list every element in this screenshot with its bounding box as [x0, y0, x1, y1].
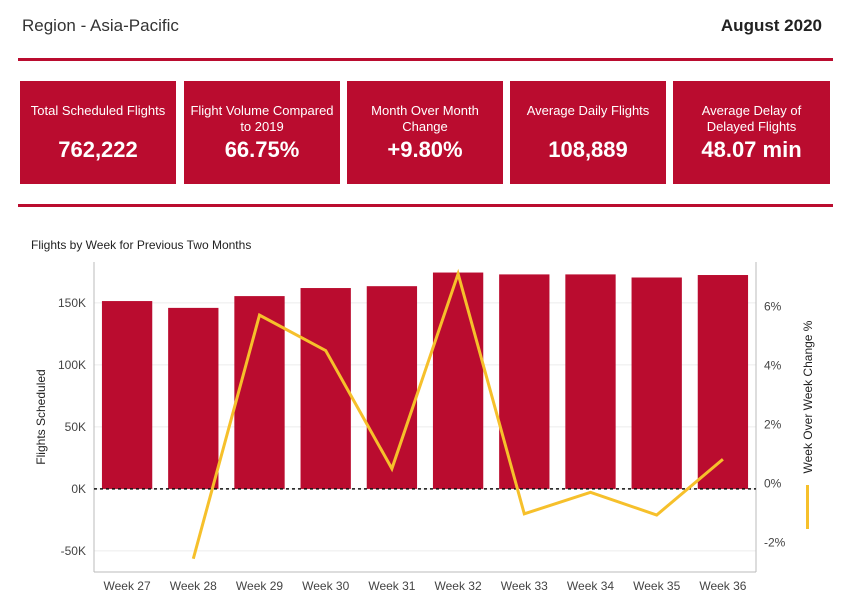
x-tick-label: Week 35: [633, 579, 680, 593]
bar: [432, 272, 484, 489]
kpi-label: Average Delay of Delayed Flights: [701, 103, 802, 134]
kpi-value: 66.75%: [224, 137, 300, 162]
kpi-total-scheduled-flights[interactable]: Total Scheduled Flights 762,222: [20, 81, 176, 184]
y2-axis-title: Week Over Week Change %: [801, 320, 815, 473]
kpi-average-daily-flights[interactable]: Average Daily Flights 108,889: [510, 81, 666, 184]
kpi-row: Total Scheduled Flights 762,222 Flight V…: [20, 81, 832, 184]
bar: [366, 286, 418, 489]
y2-tick-label: 4%: [764, 358, 782, 372]
bar: [697, 275, 749, 489]
bar: [300, 288, 351, 489]
wow-change-line: [191, 268, 724, 560]
x-tick-label: Week 36: [699, 579, 746, 593]
kpi-month-over-month-change[interactable]: Month Over Month Change +9.80%: [347, 81, 503, 184]
kpi-value: 762,222: [58, 137, 138, 162]
kpi-value: 108,889: [548, 137, 628, 162]
flights-by-week-chart: -50K 0K 50K 100K 150K -2% 0% 2% 4% 6% Week 27 Week …: [34, 262, 815, 593]
x-tick-label: Week 30: [302, 579, 349, 593]
y2-tick-label: 2%: [764, 417, 782, 431]
y-axis-title: Flights Scheduled: [34, 369, 48, 464]
x-tick-label: Week 33: [501, 579, 548, 593]
region-title: Region - Asia-Pacific: [22, 16, 179, 35]
bar: [631, 277, 682, 489]
y-tick-label: -50K: [61, 544, 86, 558]
y-tick-label: 100K: [58, 358, 86, 372]
kpi-average-delay[interactable]: Average Delay of Delayed Flights 48.07 m…: [673, 81, 830, 184]
bar: [565, 274, 616, 489]
x-tick-label: Week 32: [435, 579, 482, 593]
kpi-flight-volume-vs-2019[interactable]: Flight Volume Compared to 2019 66.75%: [184, 81, 340, 184]
kpi-label: Flight Volume Compared to 2019: [190, 103, 334, 134]
kpi-value: 48.07 min: [701, 137, 802, 162]
y-tick-label: 0K: [71, 482, 86, 496]
bar: [101, 301, 153, 489]
y-tick-label: 50K: [65, 420, 86, 434]
period-label: August 2020: [720, 16, 822, 35]
kpi-label: Total Scheduled Flights: [30, 103, 166, 118]
y2-tick-label: -2%: [764, 535, 786, 549]
y2-tick-label: 0%: [764, 476, 782, 490]
x-tick-label: Week 29: [236, 579, 283, 593]
x-tick-label: Week 28: [170, 579, 217, 593]
kpi-divider: [18, 204, 833, 207]
bar: [234, 296, 285, 489]
kpi-value: +9.80%: [387, 137, 463, 162]
legend-line-swatch: [806, 485, 809, 529]
chart-title: Flights by Week for Previous Two Months: [31, 238, 252, 252]
x-tick-label: Week 34: [567, 579, 614, 593]
y-tick-label: 150K: [58, 296, 86, 310]
y2-tick-label: 6%: [764, 299, 782, 313]
bar: [168, 307, 219, 489]
header-divider: [18, 58, 833, 61]
kpi-label: Month Over Month Change: [371, 103, 479, 134]
x-tick-label: Week 31: [368, 579, 415, 593]
bar: [499, 274, 550, 489]
kpi-label: Average Daily Flights: [526, 103, 650, 118]
x-tick-label: Week 27: [104, 579, 151, 593]
